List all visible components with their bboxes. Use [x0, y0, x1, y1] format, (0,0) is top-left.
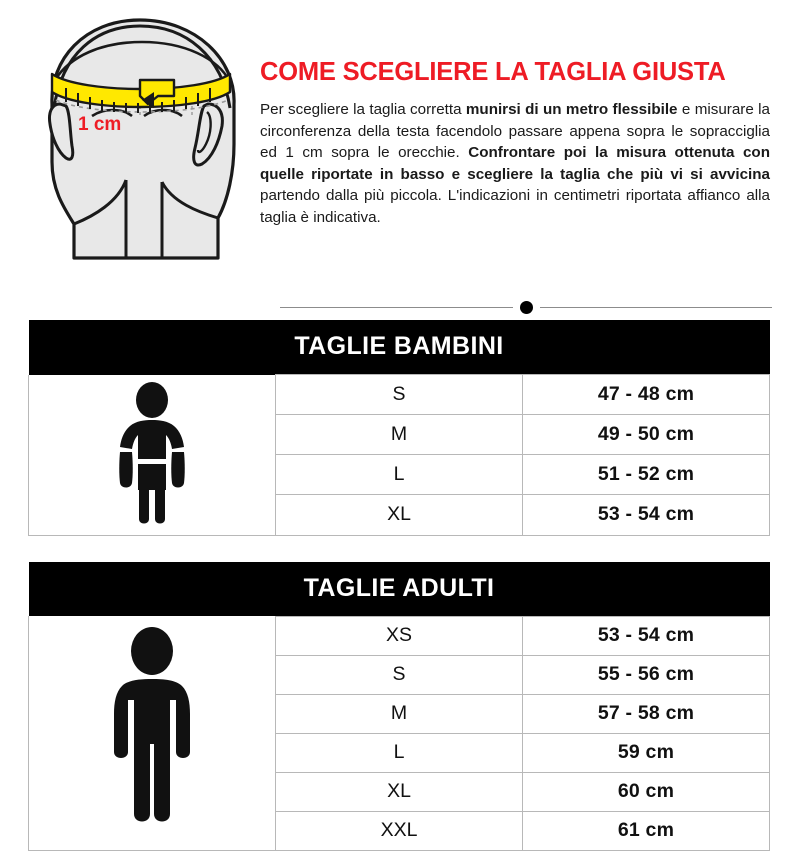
paragraph-text-3: partendo dalla più piccola. L'indicazion… — [260, 187, 770, 226]
size-label: L — [275, 454, 523, 496]
measure-value: 53 - 54 cm — [522, 494, 770, 536]
adult-figure-cell — [28, 616, 276, 851]
table-row: XL 60 cm — [29, 771, 770, 812]
head-diagram-icon: 1 cm — [48, 18, 236, 260]
size-label: S — [275, 654, 523, 695]
measure-value: 53 - 54 cm — [522, 615, 770, 656]
header-section: 1 cm COME SCEGLIERE LA TAGLIA GIUSTA Per… — [0, 0, 800, 282]
size-label: XL — [275, 771, 523, 812]
paragraph-text-2: e misurare la circonferenza della testa … — [260, 101, 770, 162]
kids-table-title: TAGLIE BAMBINI — [28, 320, 770, 375]
size-label: S — [275, 373, 523, 416]
table-row: XS 53 - 54 cm — [28, 615, 770, 851]
kids-table-header-row: TAGLIE BAMBINI — [28, 320, 770, 375]
child-pictogram-icon — [119, 381, 185, 523]
measure-value: 51 - 52 cm — [522, 454, 770, 496]
measure-value: 55 - 56 cm — [522, 654, 770, 695]
section-divider — [280, 294, 772, 320]
adults-size-table-wrapper: TAGLIE ADULTI XS 53 - 54 cm S 55 - 56 cm… — [0, 561, 800, 851]
kids-size-table: TAGLIE BAMBINI S 47 - 48 cm M 49 - 50 cm — [28, 320, 770, 536]
table-row: M 57 - 58 cm — [29, 693, 770, 734]
divider-line-right — [539, 306, 772, 308]
paragraph-text-1: Per scegliere la taglia corretta — [260, 101, 466, 119]
table-row: L 51 - 52 cm — [29, 454, 770, 496]
measure-value: 59 cm — [522, 732, 770, 773]
divider-dot — [519, 300, 533, 314]
adult-pictogram-icon — [114, 626, 190, 822]
measure-value: 47 - 48 cm — [522, 373, 770, 416]
instructions-paragraph: Per scegliere la taglia corretta munirsi… — [260, 99, 770, 228]
head-measurement-illustration: 1 cm — [22, 8, 250, 262]
measure-value: 57 - 58 cm — [522, 693, 770, 734]
intro-block: COME SCEGLIERE LA TAGLIA GIUSTA Per sceg… — [250, 8, 770, 229]
adults-table-header-row: TAGLIE ADULTI — [28, 561, 770, 616]
page-title: COME SCEGLIERE LA TAGLIA GIUSTA — [260, 58, 726, 86]
size-label: XS — [275, 615, 523, 656]
table-row: XL 53 - 54 cm — [29, 494, 770, 536]
size-label: M — [275, 414, 523, 456]
table-row: M 49 - 50 cm — [29, 414, 770, 456]
size-label: XXL — [275, 810, 523, 851]
table-row: S 47 - 48 cm — [28, 373, 770, 536]
paragraph-bold-2: Confrontare poi la misura ottenuta con q… — [260, 144, 770, 183]
kids-size-table-wrapper: TAGLIE BAMBINI S 47 - 48 cm M 49 - 50 cm — [0, 320, 800, 536]
table-row: XXL 61 cm — [29, 810, 770, 851]
table-row: S 55 - 56 cm — [29, 654, 770, 695]
adults-table-title: TAGLIE ADULTI — [28, 561, 770, 616]
size-label: XL — [275, 494, 523, 536]
measure-value: 61 cm — [522, 810, 770, 851]
size-label: M — [275, 693, 523, 734]
paragraph-bold-1: munirsi di un metro flessibile — [465, 101, 678, 119]
tape-measure-label: 1 cm — [78, 114, 121, 135]
adults-size-table: TAGLIE ADULTI XS 53 - 54 cm S 55 - 56 cm… — [28, 561, 770, 851]
measure-value: 49 - 50 cm — [522, 414, 770, 456]
divider-line-left — [280, 306, 513, 308]
child-figure-cell — [28, 374, 276, 536]
size-label: L — [275, 732, 523, 773]
measure-value: 60 cm — [522, 771, 770, 812]
